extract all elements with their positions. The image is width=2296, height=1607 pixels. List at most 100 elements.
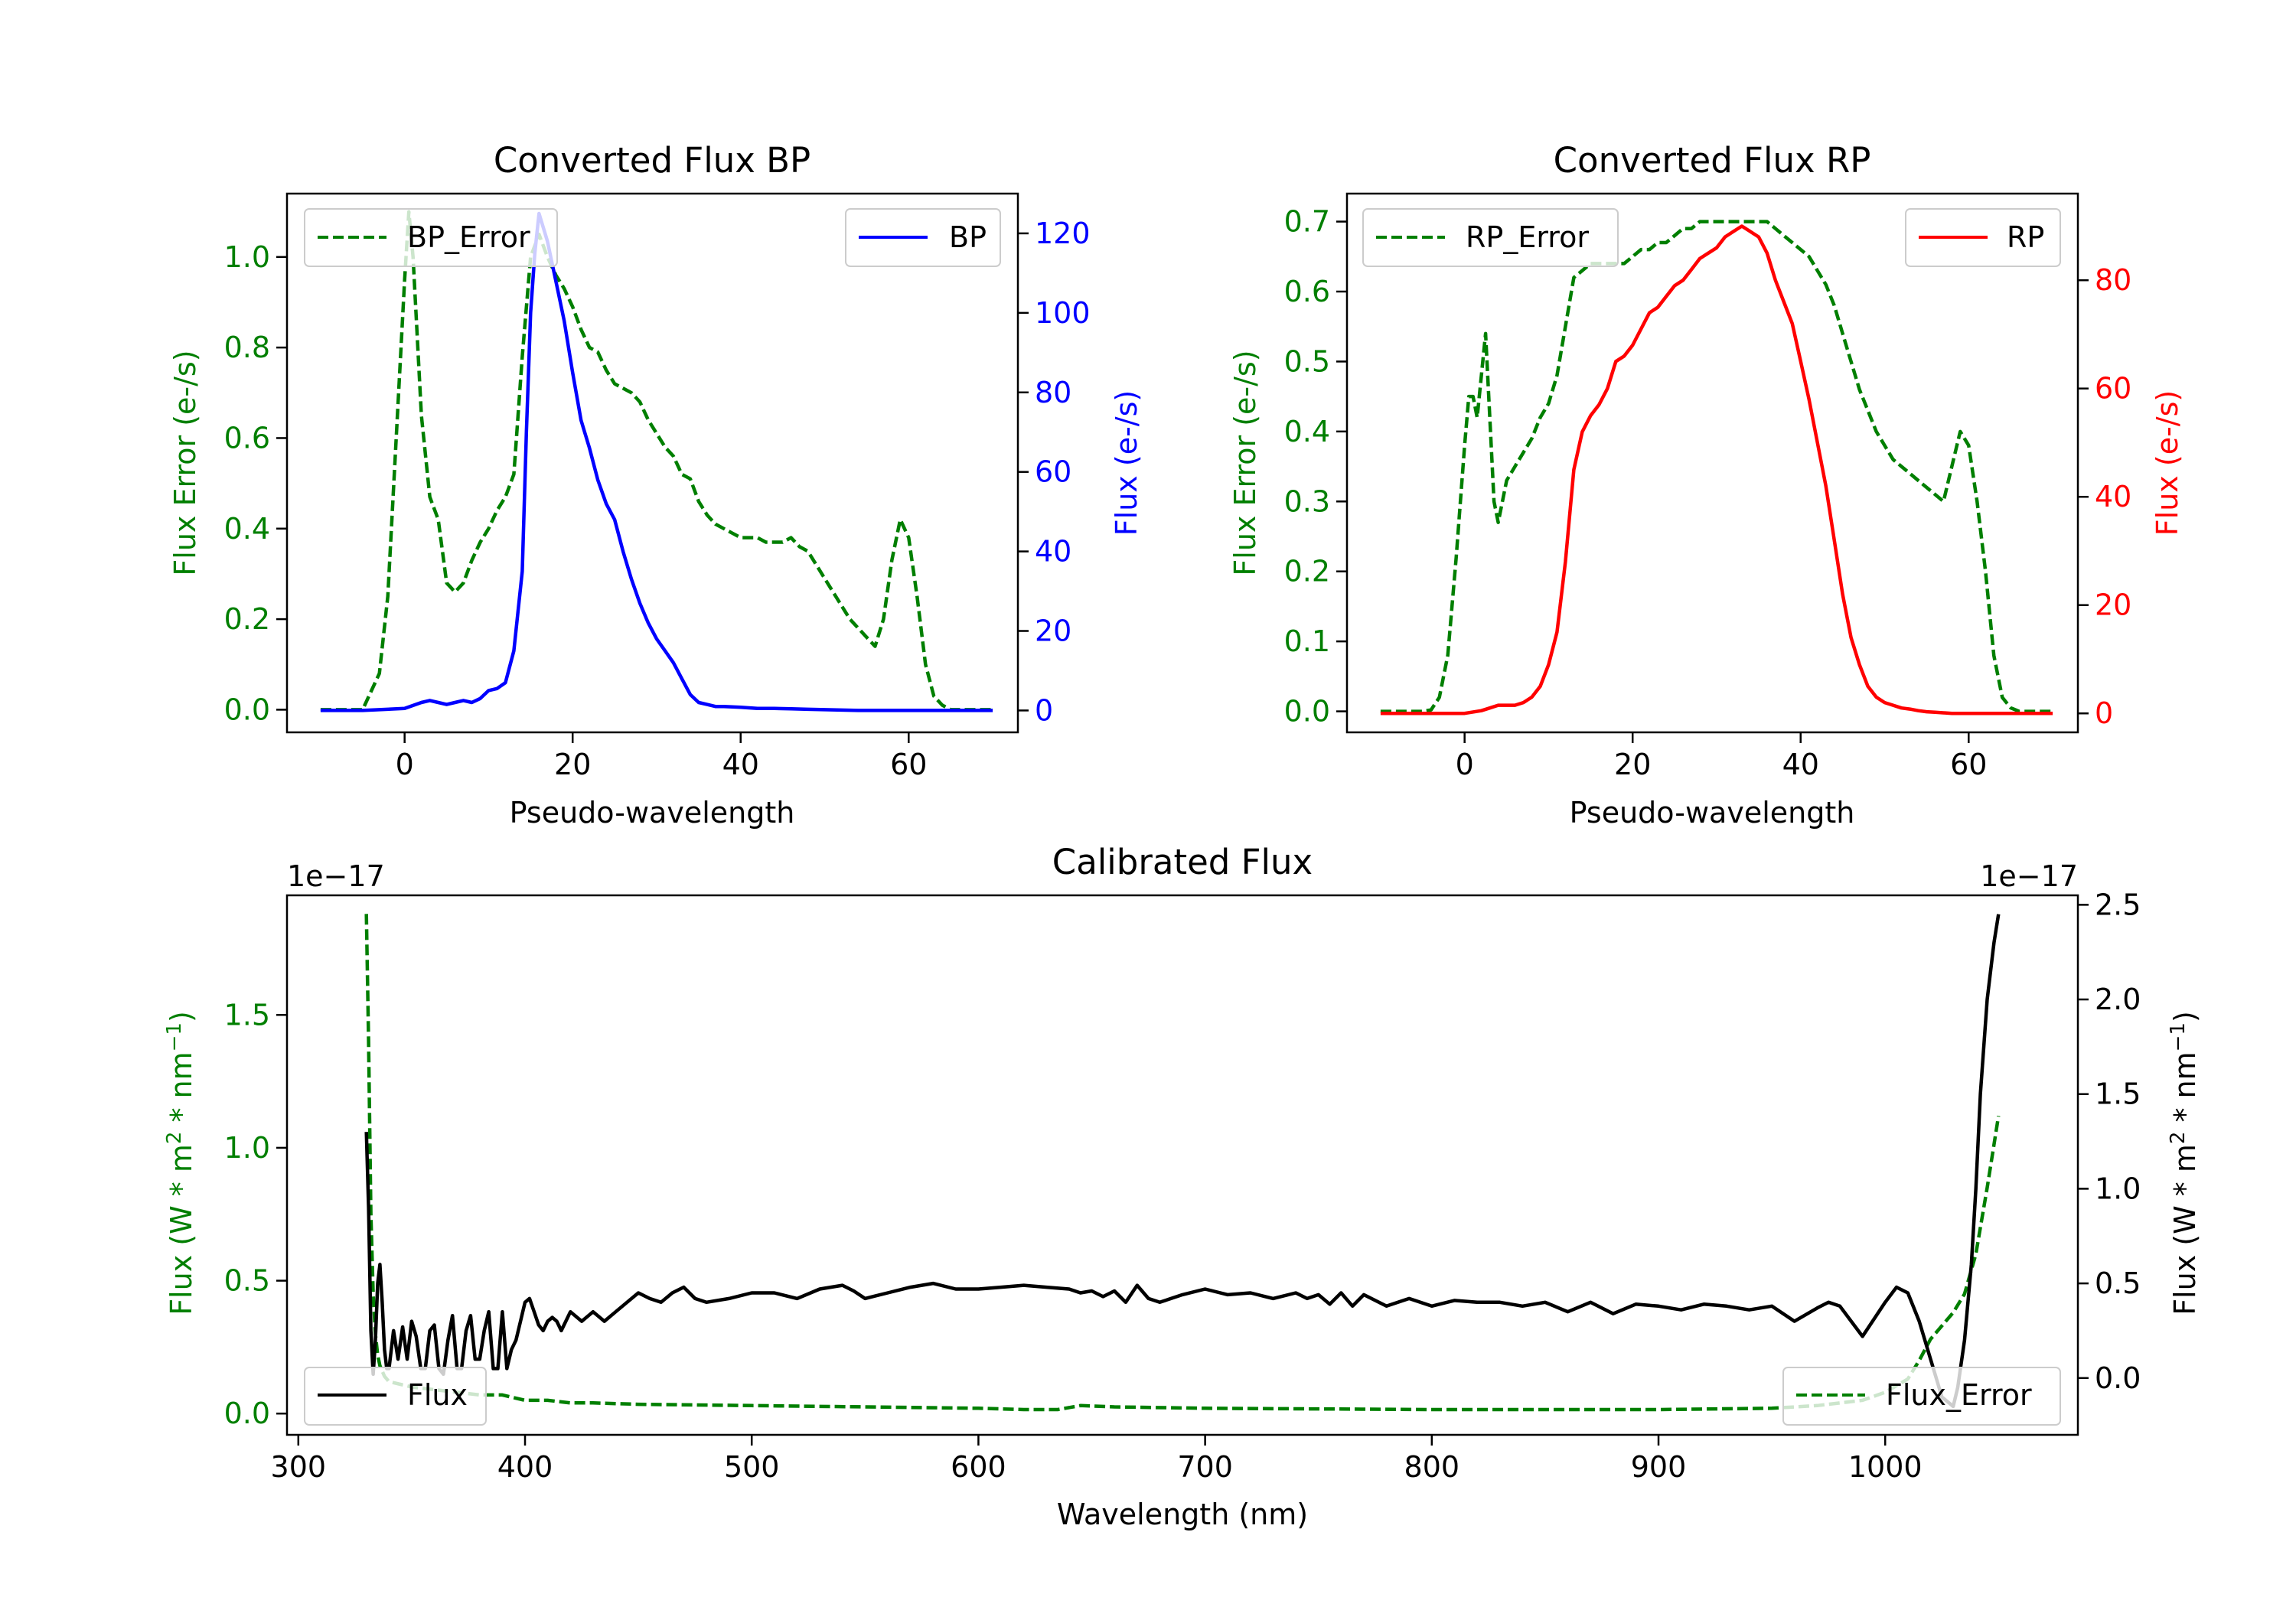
bp-y-left-ticks: 0.0 0.2 0.4 0.6 0.8 1.0 <box>224 240 287 726</box>
cal-x-tick-label: 600 <box>951 1450 1006 1484</box>
cal-x-ticks: 300 400 500 600 700 800 900 1000 <box>271 1435 1923 1484</box>
rp-y-left-tick-label: 0.7 <box>1284 205 1330 239</box>
cal-x-tick-label: 300 <box>271 1450 327 1484</box>
cal-y-right-tick-label: 2.0 <box>2095 983 2141 1016</box>
cal-y-left-label-end: ) <box>165 1011 198 1022</box>
cal-y-left-label-mid: * nm <box>165 1051 198 1131</box>
cal-y-right-ticks: 0.0 0.5 1.0 1.5 2.0 2.5 <box>2078 888 2141 1395</box>
bp-y-right-tick-label: 40 <box>1035 535 1071 569</box>
bp-title: Converted Flux BP <box>494 140 810 181</box>
cal-y-right-label-mid: * nm <box>2168 1051 2202 1131</box>
rp-y-left-tick-label: 0.0 <box>1284 695 1330 729</box>
cal-y-right-tick-label: 2.5 <box>2095 888 2141 921</box>
cal-series-flux <box>364 914 2001 1409</box>
cal-y-right-label-end: ) <box>2168 1011 2202 1022</box>
bp-y-right-ticks: 0 20 40 60 80 100 120 <box>1018 217 1091 727</box>
cal-x-axis-label: Wavelength (nm) <box>1057 1498 1308 1531</box>
cal-y-left-tick-label: 0.5 <box>224 1264 270 1298</box>
rp-legend-flux: RP <box>1905 208 2061 267</box>
cal-y-right-tick-label: 0.5 <box>2095 1266 2141 1300</box>
rp-y-right-tick-label: 60 <box>2095 372 2131 406</box>
panel-rp: Converted Flux RP 0 20 40 60 0.00.10.20.30.… <box>1228 140 2184 830</box>
bp-legend-error-label: BP_Error <box>407 220 530 254</box>
cal-y-axis-label-right: Flux (W * m2 * nm−1) <box>2167 1011 2202 1315</box>
bp-plot-area <box>320 210 993 712</box>
rp-x-tick-label: 20 <box>1614 748 1651 781</box>
bp-y-axis-label-right: Flux (e-/s) <box>1110 390 1143 536</box>
bp-legend-flux: BP <box>845 208 1001 267</box>
rp-legend-error-box <box>1362 208 1619 267</box>
cal-x-tick-label: 500 <box>724 1450 780 1484</box>
rp-legend-error-label: RP_Error <box>1466 220 1589 254</box>
panel-bp: Converted Flux BP 0 20 40 60 0.00.20.40.60.… <box>168 140 1143 830</box>
bp-x-tick-label: 0 <box>396 748 414 781</box>
rp-title: Converted Flux RP <box>1554 140 1871 181</box>
cal-offset-right: 1e−17 <box>1980 859 2078 893</box>
rp-y-left-ticks: 0.0 0.1 0.2 0.3 0.4 0.5 0.6 0.7 <box>1284 205 1347 729</box>
bp-y-left-tick-label: 0.4 <box>224 512 270 546</box>
bp-y-left-tick-label: 0.6 <box>224 421 270 455</box>
rp-x-ticks: 0 20 40 60 <box>1456 732 1987 781</box>
cal-y-right-tick-label: 1.0 <box>2095 1172 2141 1205</box>
cal-y-right-label-main: Flux (W * m <box>2168 1144 2202 1315</box>
bp-y-left-tick-label: 1.0 <box>224 240 270 274</box>
rp-x-tick-label: 0 <box>1456 748 1474 781</box>
cal-y-left-tick-label: 1.0 <box>224 1131 270 1165</box>
bp-x-tick-label: 20 <box>554 748 591 781</box>
cal-legend-error-label: Flux_Error <box>1886 1378 2032 1412</box>
bp-y-right-tick-label: 120 <box>1035 217 1091 250</box>
bp-y-right-tick-label: 0 <box>1035 693 1053 727</box>
cal-x-tick-label: 400 <box>497 1450 553 1484</box>
rp-y-right-tick-label: 40 <box>2095 480 2131 513</box>
cal-y-left-label-sup2: −1 <box>163 1022 186 1051</box>
cal-title: Calibrated Flux <box>1052 842 1313 882</box>
cal-y-left-label-main: Flux (W * m <box>165 1144 198 1315</box>
bp-y-axis-label-left: Flux Error (e-/s) <box>168 350 202 575</box>
cal-axes-frame <box>285 894 2079 1436</box>
rp-x-axis-label: Pseudo-wavelength <box>1570 796 1855 830</box>
rp-series-rp-error <box>1380 220 2053 713</box>
rp-y-left-tick-label: 0.2 <box>1284 555 1330 588</box>
rp-plot-area <box>1380 220 2053 715</box>
bp-y-right-tick-label: 80 <box>1035 376 1071 409</box>
panel-calibrated: Calibrated Flux 300 400 500 600 700 800 900 100… <box>163 842 2202 1531</box>
bp-series-bp <box>320 211 993 712</box>
rp-y-left-tick-label: 0.1 <box>1284 624 1330 658</box>
cal-x-tick-label: 700 <box>1177 1450 1233 1484</box>
bp-x-tick-label: 40 <box>722 748 759 781</box>
cal-y-right-tick-label: 0.0 <box>2095 1361 2141 1395</box>
bp-axes-frame <box>285 192 1019 734</box>
bp-legend-flux-label: BP <box>949 220 987 254</box>
cal-legend-flux: Flux <box>304 1367 487 1426</box>
rp-y-right-tick-label: 80 <box>2095 263 2131 297</box>
bp-legend-error: BP_Error <box>304 208 558 267</box>
rp-legend-flux-label: RP <box>2007 220 2044 254</box>
cal-y-left-label-sup1: 2 <box>163 1132 186 1145</box>
cal-y-axis-label-left: Flux (W * m2 * nm−1) <box>163 1011 198 1315</box>
cal-y-left-tick-label: 0.0 <box>224 1397 270 1430</box>
bp-x-axis-label: Pseudo-wavelength <box>510 796 795 830</box>
cal-y-right-label-sup2: −1 <box>2167 1022 2190 1051</box>
rp-y-right-ticks: 0 20 40 60 80 <box>2078 263 2131 730</box>
cal-x-tick-label: 900 <box>1631 1450 1687 1484</box>
bp-legend-error-box <box>304 208 558 267</box>
bp-y-right-tick-label: 20 <box>1035 614 1071 648</box>
rp-y-axis-label-left: Flux Error (e-/s) <box>1228 350 1262 575</box>
bp-y-right-tick-label: 60 <box>1035 455 1071 489</box>
bp-x-ticks: 0 20 40 60 <box>396 732 927 781</box>
rp-y-right-tick-label: 20 <box>2095 588 2131 622</box>
rp-y-left-tick-label: 0.5 <box>1284 344 1330 378</box>
rp-x-tick-label: 40 <box>1782 748 1819 781</box>
rp-x-tick-label: 60 <box>1950 748 1987 781</box>
cal-legend-error: Flux_Error <box>1782 1367 2061 1426</box>
bp-y-left-tick-label: 0.8 <box>224 331 270 364</box>
rp-y-axis-label-right: Flux (e-/s) <box>2151 390 2184 536</box>
bp-y-left-tick-label: 0.0 <box>224 693 270 726</box>
rp-series-rp <box>1380 224 2053 715</box>
rp-y-left-tick-label: 0.6 <box>1284 275 1330 308</box>
bp-x-tick-label: 60 <box>890 748 927 781</box>
bp-series-bp-error <box>320 210 993 712</box>
cal-y-right-label-sup1: 2 <box>2167 1132 2190 1145</box>
cal-x-tick-label: 800 <box>1404 1450 1460 1484</box>
